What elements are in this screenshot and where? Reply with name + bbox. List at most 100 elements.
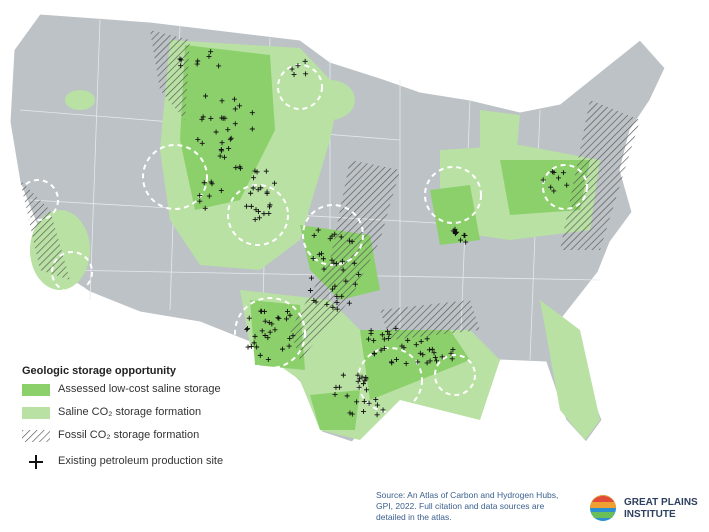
site-marker <box>378 347 384 353</box>
site-marker <box>449 356 455 362</box>
fossil-formation <box>20 30 640 360</box>
site-marker <box>245 344 251 350</box>
site-marker <box>351 260 357 266</box>
site-marker <box>257 352 263 358</box>
site-marker <box>218 188 224 194</box>
site-marker <box>253 207 259 213</box>
site-marker <box>208 179 214 185</box>
site-marker <box>245 325 251 331</box>
legend-swatch <box>22 407 50 419</box>
site-marker <box>381 345 387 351</box>
site-marker <box>373 397 379 403</box>
site-marker <box>399 343 405 349</box>
site-marker <box>226 145 232 151</box>
site-marker <box>219 140 225 146</box>
site-marker <box>379 332 385 338</box>
site-marker <box>203 93 209 99</box>
site-marker <box>308 275 314 281</box>
site-marker <box>393 357 399 363</box>
site-marker <box>269 321 275 327</box>
site-marker <box>208 49 214 55</box>
site-marker <box>356 384 362 390</box>
site-marker <box>249 110 255 116</box>
site-marker <box>355 378 361 384</box>
site-marker <box>380 407 386 413</box>
site-marker <box>315 227 321 233</box>
site-marker <box>333 384 339 390</box>
site-marker <box>329 257 335 263</box>
petroleum-sites <box>177 49 570 418</box>
site-marker <box>324 301 330 307</box>
site-marker <box>349 411 355 417</box>
site-marker <box>327 236 333 242</box>
site-marker <box>356 271 362 277</box>
site-marker <box>321 266 327 272</box>
site-marker <box>262 332 268 338</box>
site-marker <box>429 346 435 352</box>
site-marker <box>548 184 554 190</box>
site-marker <box>248 190 254 196</box>
site-marker <box>417 350 423 356</box>
site-marker <box>332 283 338 289</box>
site-marker <box>178 57 184 63</box>
site-marker <box>334 293 340 299</box>
site-marker <box>262 309 268 315</box>
site-marker <box>452 226 458 232</box>
site-marker <box>360 381 366 387</box>
site-marker <box>217 153 223 159</box>
site-marker <box>339 293 345 299</box>
site-marker <box>448 350 454 356</box>
logo-text: GREAT PLAINS INSTITUTE <box>624 497 698 521</box>
site-marker <box>256 209 262 215</box>
site-marker <box>374 402 380 408</box>
site-marker <box>208 115 214 121</box>
site-marker <box>374 412 380 418</box>
site-marker <box>195 58 201 64</box>
site-marker <box>289 66 295 72</box>
site-marker <box>254 344 260 350</box>
site-marker <box>249 126 255 132</box>
site-marker <box>251 175 257 181</box>
site-marker <box>364 387 370 393</box>
site-marker <box>424 336 430 342</box>
site-marker <box>393 325 399 331</box>
site-marker <box>386 331 392 337</box>
site-marker <box>197 198 203 204</box>
site-marker <box>244 326 250 332</box>
site-marker <box>340 258 346 264</box>
site-marker <box>237 103 243 109</box>
site-marker <box>346 300 352 306</box>
site-marker <box>334 299 340 305</box>
site-marker <box>434 358 440 364</box>
site-marker <box>551 188 557 194</box>
site-marker <box>319 251 325 257</box>
legend-swatch <box>22 430 50 442</box>
site-marker <box>237 164 243 170</box>
site-marker <box>366 400 372 406</box>
site-marker <box>431 350 437 356</box>
site-marker <box>384 328 390 334</box>
site-marker <box>316 251 322 257</box>
site-marker <box>463 239 469 245</box>
site-marker <box>302 58 308 64</box>
site-marker <box>352 281 358 287</box>
site-marker <box>343 278 349 284</box>
site-marker <box>340 267 346 273</box>
site-marker <box>219 98 225 104</box>
site-marker <box>232 106 238 112</box>
site-marker <box>221 154 227 160</box>
site-marker <box>555 175 561 181</box>
site-marker <box>540 177 546 183</box>
site-marker <box>362 378 368 384</box>
site-marker <box>452 231 458 237</box>
site-marker <box>295 63 301 69</box>
site-marker <box>450 347 456 353</box>
site-marker <box>291 72 297 78</box>
site-marker <box>355 372 361 378</box>
site-marker <box>344 393 350 399</box>
site-marker <box>228 135 234 141</box>
site-marker <box>381 336 387 342</box>
site-marker <box>334 306 340 312</box>
site-marker <box>261 211 267 217</box>
